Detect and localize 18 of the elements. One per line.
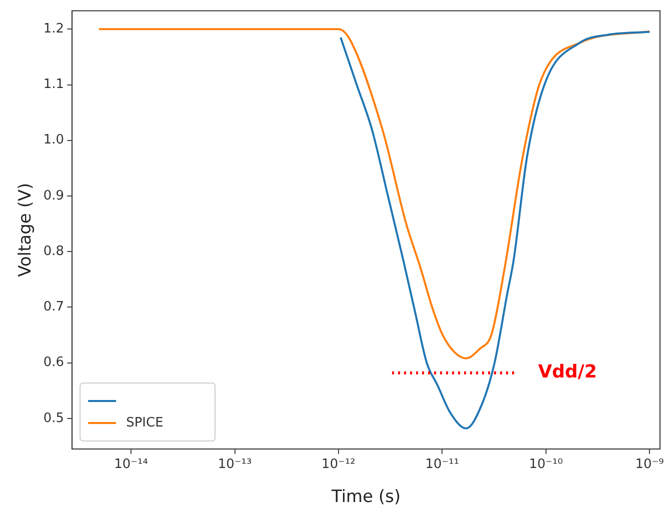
- y-tick-label: 0.7: [43, 300, 64, 315]
- y-tick-label: 1.2: [43, 22, 64, 37]
- x-tick-label: 10⁻¹⁰: [528, 457, 563, 472]
- y-axis-title: Voltage (V): [16, 182, 36, 277]
- y-tick-label: 0.9: [43, 188, 64, 204]
- x-tick-label: 10⁻¹⁴: [114, 457, 148, 472]
- x-tick-label: 10⁻¹³: [218, 457, 252, 472]
- x-axis-title: Time (s): [330, 487, 401, 508]
- x-tick-label: 10⁻⁹: [635, 457, 664, 472]
- y-tick-label: 0.6: [43, 355, 64, 370]
- y-tick-label: 1.0: [43, 132, 64, 148]
- x-tick-label: 10⁻¹¹: [425, 457, 460, 472]
- x-tick-label: 10⁻¹²: [322, 457, 356, 472]
- ref-line-label: Vdd/2: [538, 361, 597, 382]
- y-tick-label: 1.1: [43, 77, 64, 92]
- y-tick-label: 0.8: [43, 244, 64, 259]
- legend-label: SPICE: [126, 415, 164, 430]
- y-tick-label: 0.5: [43, 410, 64, 426]
